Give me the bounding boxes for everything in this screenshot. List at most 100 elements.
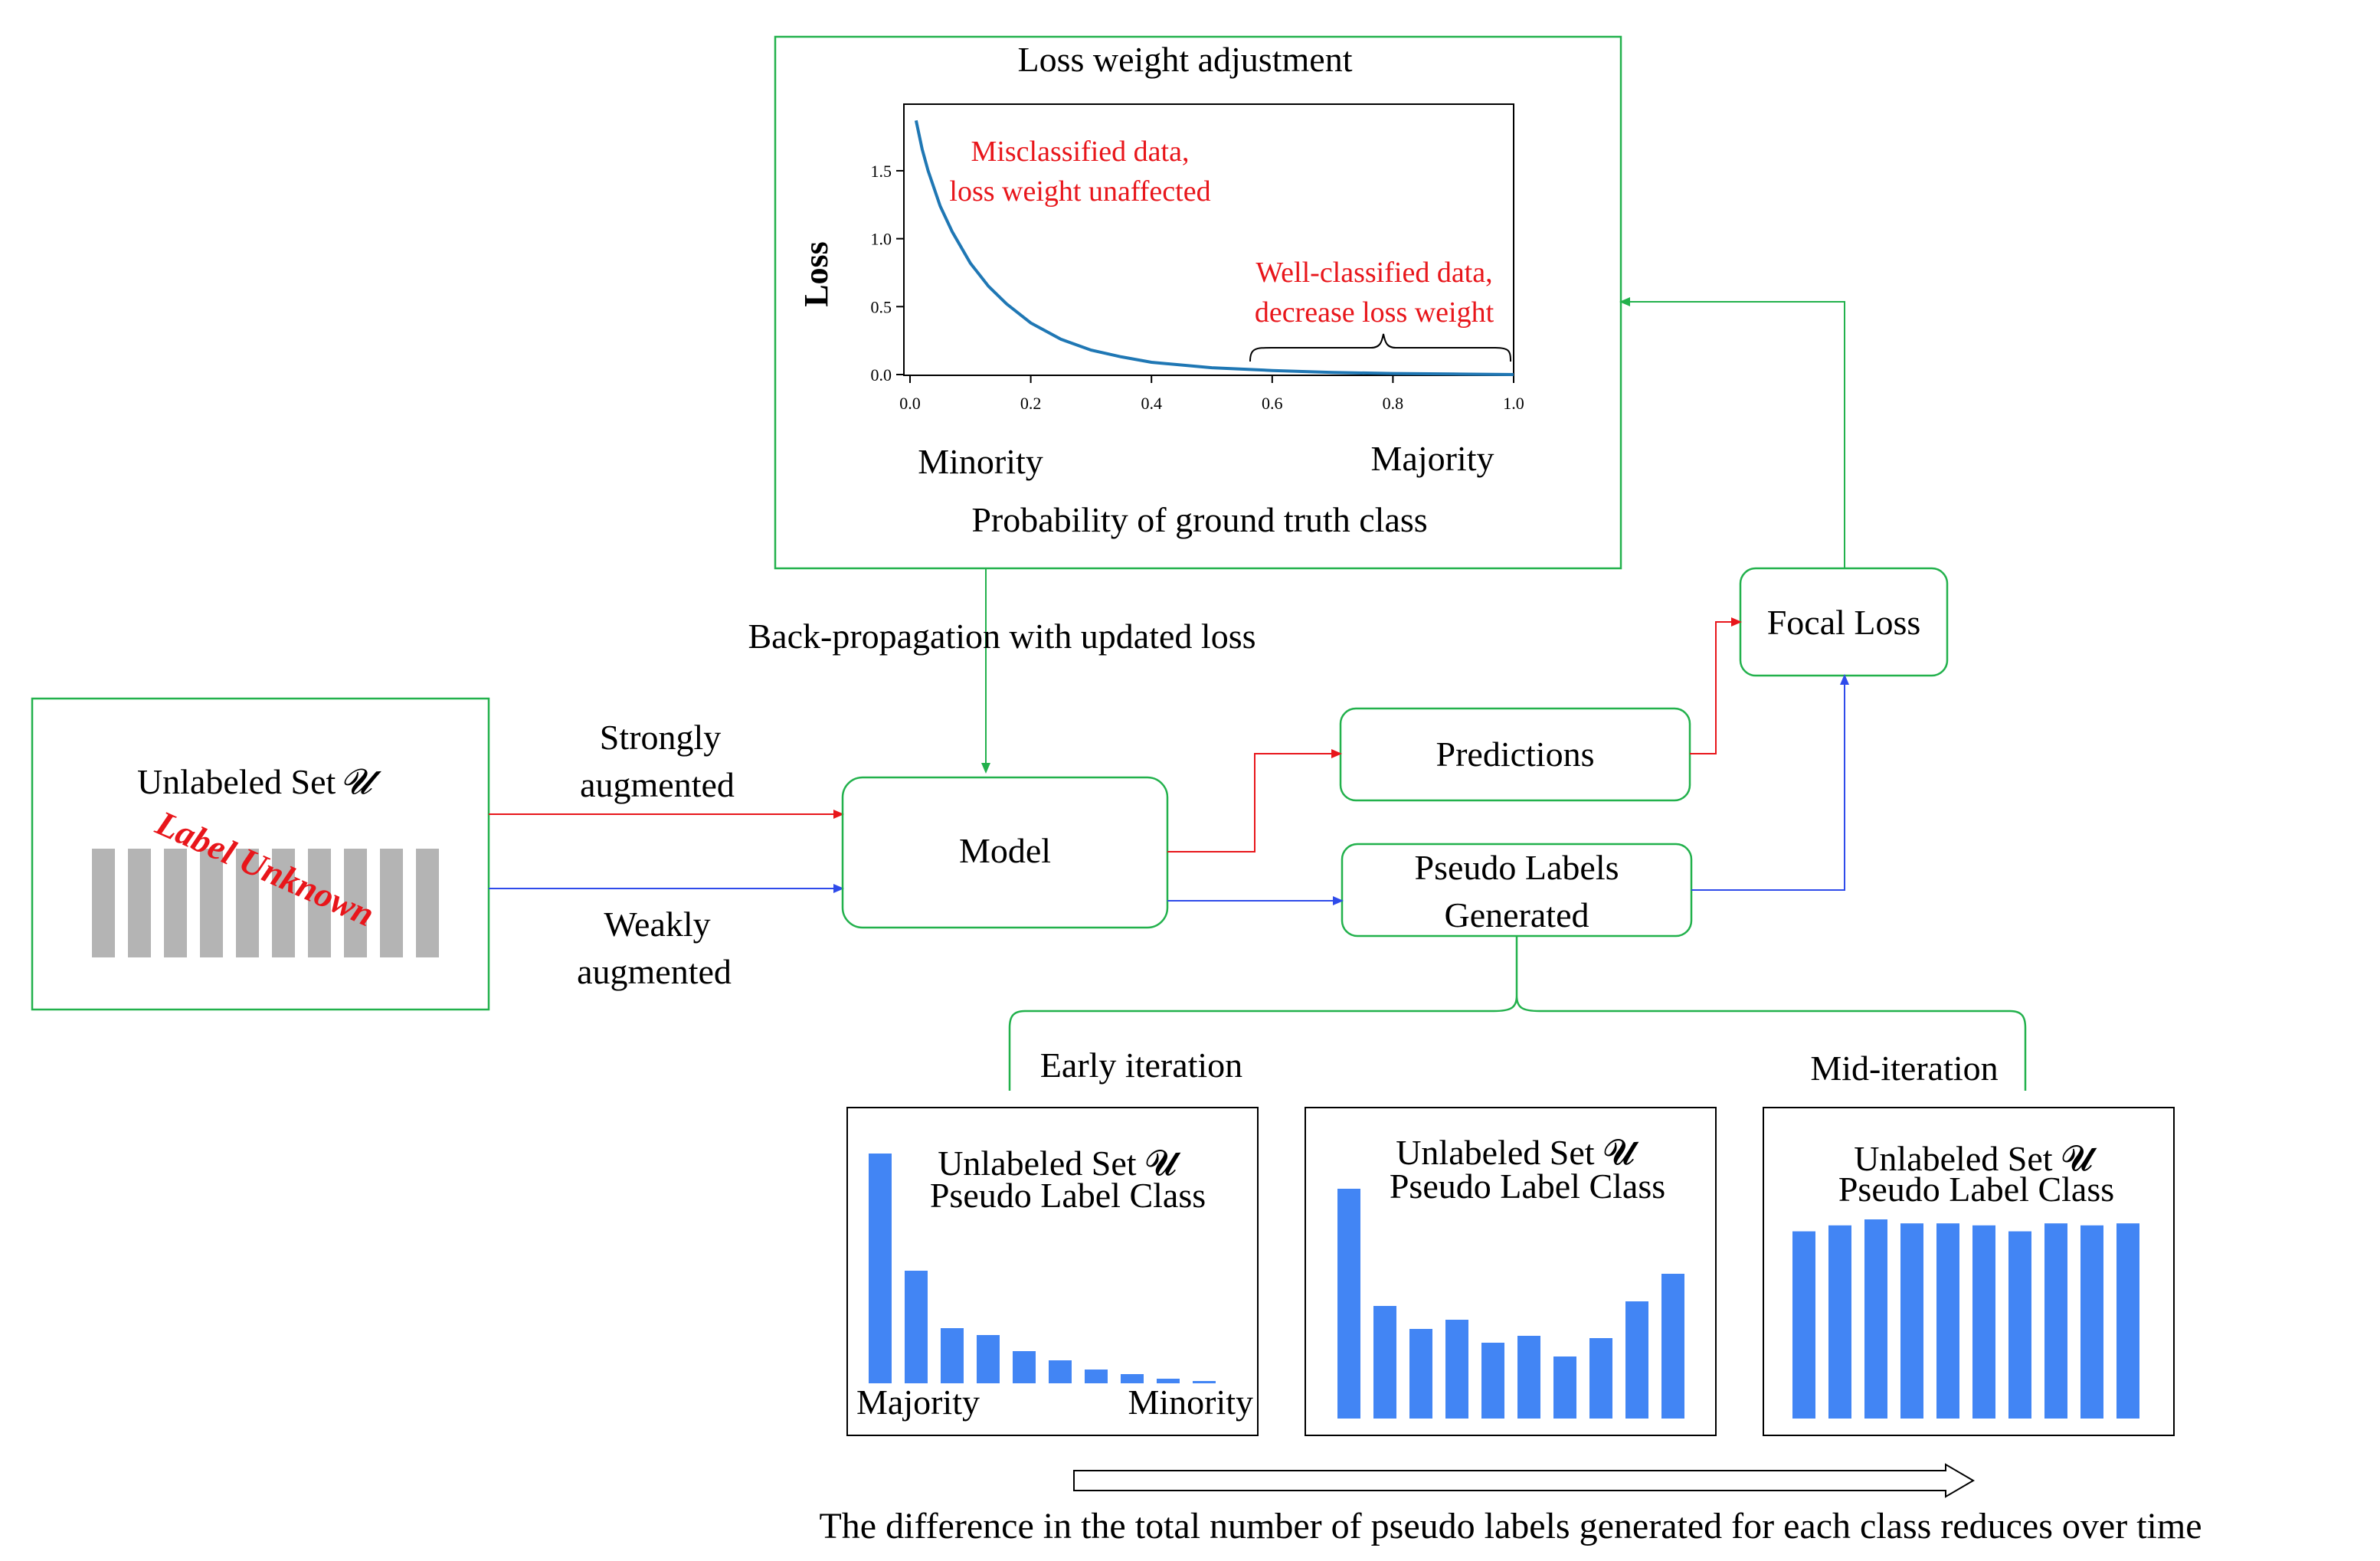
unlabeled-sample-bar <box>164 849 187 957</box>
unlabeled-sample-bar <box>344 849 367 957</box>
histogram-bar <box>941 1328 964 1383</box>
loss-y-tick-label: 0.0 <box>871 365 892 385</box>
early-iteration-label: Early iteration <box>1040 1046 1242 1085</box>
loss-panel-title: Loss weight adjustment <box>1018 40 1353 79</box>
wellclassified-brace <box>1249 333 1511 362</box>
pseudo-labels-label-line2: Generated <box>1445 895 1589 934</box>
unlabeled-set-box <box>31 697 490 1011</box>
loss-x-tick-label: 0.2 <box>1020 394 1042 413</box>
loss-axis-ticks: 0.0 0.2 0.4 0.6 0.8 1.0 0.0 0.5 1.0 1.5 <box>871 162 1524 413</box>
loss-y-tick-label: 1.0 <box>871 230 892 249</box>
late-histogram-title-line1: Unlabeled Set 𝓤 <box>1854 1139 2097 1178</box>
early-histogram-title-line2: Pseudo Label Class <box>930 1176 1206 1215</box>
mid-histogram-title-line2: Pseudo Label Class <box>1390 1167 1665 1206</box>
histogram-bar <box>905 1271 928 1383</box>
weak-label-line1: Weakly <box>604 905 710 944</box>
predictions-label: Predictions <box>1436 735 1595 774</box>
loss-y-tick-label: 1.5 <box>871 162 892 181</box>
x-label-majority: Majority <box>1371 439 1494 478</box>
predictions-to-focal-arrow <box>1690 617 1742 754</box>
early-histogram-majority-label: Majority <box>856 1383 980 1422</box>
histogram-bar <box>1553 1356 1576 1419</box>
unlabeled-sample-bar <box>92 849 115 957</box>
stage-bracket <box>1008 936 2027 1091</box>
early-histogram-bars <box>869 1154 1216 1383</box>
histogram-bar <box>1828 1225 1851 1419</box>
histogram-bar <box>1121 1374 1144 1383</box>
histogram-bar <box>2008 1231 2031 1419</box>
histogram-bar <box>2116 1223 2139 1419</box>
histogram-bar <box>1193 1381 1216 1383</box>
loss-y-tick-label: 0.5 <box>871 297 892 316</box>
mid-histogram-frame <box>1305 1107 1717 1436</box>
time-arrow <box>1073 1463 1975 1498</box>
weak-label-line2: augmented <box>577 952 732 991</box>
pseudo-to-focal-arrow <box>1691 674 1849 891</box>
x-label-minority: Minority <box>918 442 1043 481</box>
histogram-bar <box>1373 1306 1396 1419</box>
strong-label-line1: Strongly <box>600 718 721 757</box>
histogram-bar <box>1013 1351 1036 1383</box>
model-label: Model <box>959 831 1051 870</box>
histogram-bar <box>1337 1189 1360 1419</box>
histogram-bar <box>1792 1231 1815 1419</box>
unlabeled-sample-bar <box>128 849 151 957</box>
unlabeled-sample-bar <box>380 849 403 957</box>
unlabeled-sample-bars <box>92 849 439 957</box>
histogram-bar <box>869 1154 892 1383</box>
mid-histogram-title-line1: Unlabeled Set 𝓤 <box>1396 1133 1639 1172</box>
unlabeled-sample-bar <box>236 849 259 957</box>
late-histogram-frame <box>1763 1107 2175 1436</box>
histogram-bar <box>2080 1225 2103 1419</box>
histogram-bar <box>1481 1343 1504 1419</box>
focal-to-loss-panel-arrow <box>1619 297 1845 568</box>
loss-x-tick-label: 0.6 <box>1262 394 1283 413</box>
backprop-label: Back-propagation with updated loss <box>748 617 1255 656</box>
mid-iteration-label: Mid-iteration <box>1810 1049 1998 1088</box>
unlabeled-sample-bar <box>416 849 439 957</box>
early-histogram-frame <box>846 1107 1259 1436</box>
histogram-bar <box>1625 1301 1648 1419</box>
footer-caption: The difference in the total number of ps… <box>819 1506 2202 1546</box>
early-histogram-minority-label: Minority <box>1128 1383 1253 1422</box>
histogram-bar <box>1972 1225 1995 1419</box>
histogram-bar <box>1445 1320 1468 1419</box>
histogram-bar <box>1049 1360 1072 1383</box>
histogram-bar <box>1157 1379 1180 1383</box>
loss-y-axis-label: Loss <box>797 241 835 307</box>
wellclassified-annotation-line2: decrease loss weight <box>1255 296 1494 329</box>
loss-curve <box>914 119 1514 376</box>
histogram-bar <box>1409 1329 1432 1419</box>
mid-histogram-bars <box>1337 1189 1684 1419</box>
model-to-predictions-arrow <box>1167 749 1342 852</box>
late-histogram-bars <box>1792 1219 2139 1419</box>
histogram-bar <box>1085 1370 1108 1383</box>
strong-label-line2: augmented <box>580 765 735 804</box>
loss-x-tick-label: 0.4 <box>1141 394 1162 413</box>
unlabeled-sample-bar <box>272 849 295 957</box>
x-axis-caption: Probability of ground truth class <box>971 500 1427 539</box>
misclassified-annotation-line1: Misclassified data, <box>971 136 1190 168</box>
histogram-bar <box>1589 1338 1612 1419</box>
early-histogram-title-line1: Unlabeled Set 𝓤 <box>938 1144 1181 1183</box>
histogram-bar <box>1661 1274 1684 1419</box>
loss-x-tick-label: 0.0 <box>899 394 921 413</box>
histogram-bar <box>1864 1219 1887 1419</box>
focal-loss-label: Focal Loss <box>1767 603 1921 642</box>
unlabeled-set-title: Unlabeled Set 𝓤 <box>137 762 381 801</box>
loss-x-tick-label: 1.0 <box>1503 394 1524 413</box>
loss-x-tick-label: 0.8 <box>1383 394 1404 413</box>
pseudo-labels-label-line1: Pseudo Labels <box>1414 848 1619 887</box>
unlabeled-sample-bar <box>308 849 331 957</box>
histogram-bar <box>977 1335 1000 1383</box>
histogram-bar <box>2044 1223 2067 1419</box>
loss-plot-frame <box>903 103 1514 376</box>
wellclassified-annotation-line1: Well-classified data, <box>1255 257 1492 289</box>
misclassified-annotation-line2: loss weight unaffected <box>949 175 1210 208</box>
histogram-bar <box>1900 1223 1923 1419</box>
unlabeled-sample-bar <box>200 849 223 957</box>
histogram-bar <box>1517 1336 1540 1419</box>
loss-panel-frame <box>774 35 1622 570</box>
histogram-bar <box>1936 1223 1959 1419</box>
